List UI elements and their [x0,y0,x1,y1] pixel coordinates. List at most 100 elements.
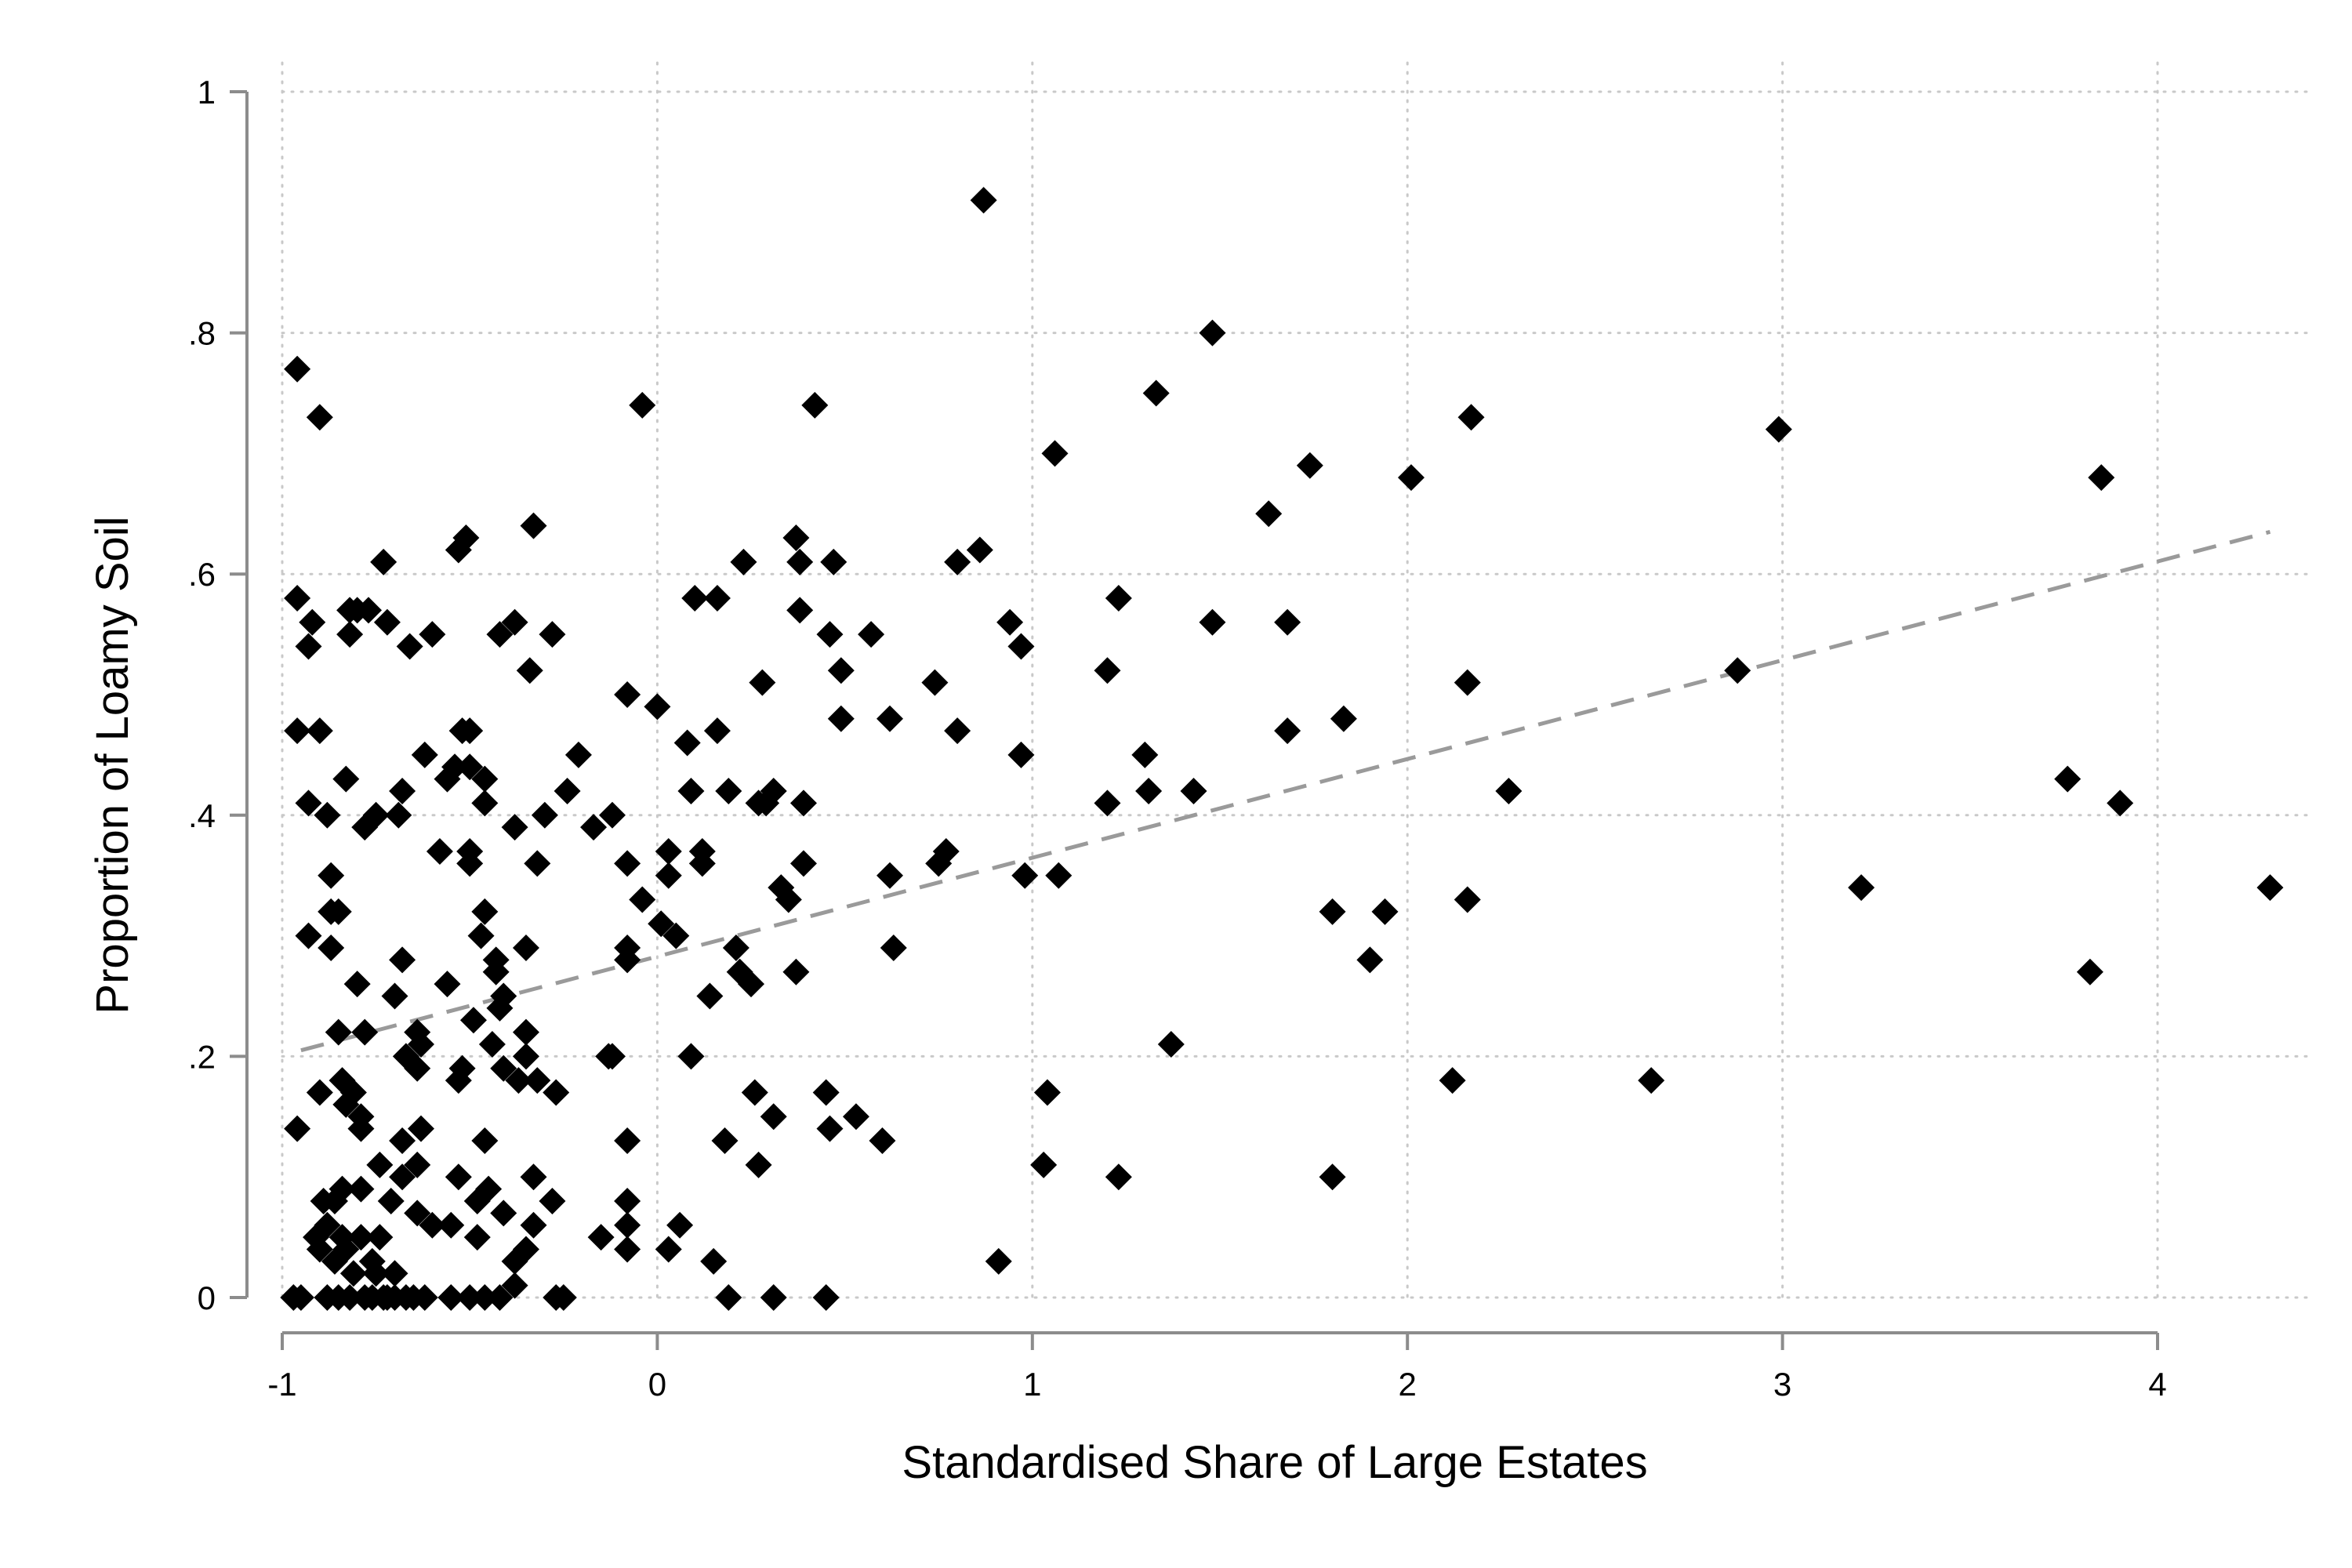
data-point [325,1018,352,1046]
data-point [644,693,671,720]
data-point [1255,500,1283,528]
data-point [408,1115,435,1142]
data-point [760,778,787,805]
data-point [314,1284,341,1311]
data-point [445,536,472,564]
data-point [419,621,446,648]
data-point [966,536,993,564]
data-point [726,958,753,985]
data-point [711,1127,739,1155]
y-tick-label: .6 [188,556,216,593]
data-point [392,1284,419,1311]
data-point [295,922,322,949]
data-point [404,1200,431,1227]
data-point [842,1103,869,1131]
y-tick-label: 1 [198,74,216,111]
data-point [820,548,848,575]
data-point [314,801,341,829]
data-point [2076,958,2103,985]
data-point [745,789,772,817]
data-point [303,1224,330,1251]
data-point [1296,452,1323,479]
data-point [741,1079,768,1106]
data-point [366,1224,394,1251]
data-point [471,898,499,925]
data-point [310,1187,337,1214]
data-point [587,1224,615,1251]
data-point [673,729,701,757]
data-point [1007,741,1035,768]
data-point [351,1284,379,1311]
data-point [328,1067,356,1094]
data-point [456,753,484,781]
data-point [816,1115,844,1142]
data-point [1454,669,1481,696]
data-point [512,1018,539,1046]
data-point [786,548,814,575]
data-point [486,994,514,1022]
data-point [284,717,311,745]
data-point [782,524,810,552]
data-point [362,1260,390,1287]
data-point [880,934,907,961]
data-point [614,1187,641,1214]
data-point [1457,404,1485,431]
data-point [467,922,495,949]
data-point [662,922,690,949]
data-point [786,597,814,624]
data-point [392,1043,419,1070]
data-point [869,1127,896,1155]
data-point [1274,717,1301,745]
data-point [295,633,322,660]
data-point [411,741,438,768]
data-point [299,608,326,636]
data-point [789,789,817,817]
data-point [648,910,675,938]
data-point [730,548,757,575]
data-point [1135,778,1163,805]
data-point [381,1260,408,1287]
data-point [1199,319,1226,347]
data-point [434,971,461,998]
data-point [1033,1079,1061,1106]
x-tick-label: 0 [648,1366,666,1403]
data-point [306,717,333,745]
data-point [351,814,379,841]
x-tick-label: 3 [1773,1366,1791,1403]
data-point [389,1163,416,1191]
data-point [996,608,1024,636]
data-point [629,391,656,419]
data-point [456,1284,484,1311]
data-point [328,1224,356,1251]
data-point [520,512,547,539]
data-point [336,621,364,648]
data-point [812,1079,840,1106]
data-point [512,1043,539,1070]
data-point [1030,1151,1058,1178]
data-point [404,1151,431,1178]
data-point [614,850,641,877]
data-point [970,187,997,214]
data-point [595,1043,622,1070]
data-point [614,946,641,974]
data-point [445,1067,472,1094]
data-point [1319,1163,1346,1191]
data-point [1041,440,1069,467]
data-point [655,1236,682,1263]
data-point [501,608,528,636]
y-axis-title: Proportion of Loamy Soil [87,516,138,1014]
data-point [318,898,345,925]
data-point [554,778,581,805]
y-tick-label: .2 [188,1038,216,1075]
data-point [944,717,971,745]
data-point [666,1211,694,1239]
data-point [1105,1163,1132,1191]
data-point [501,814,528,841]
data-point [351,1018,379,1046]
data-point [411,1284,438,1311]
data-point [655,837,682,865]
data-point [745,1151,772,1178]
data-point [877,862,904,889]
